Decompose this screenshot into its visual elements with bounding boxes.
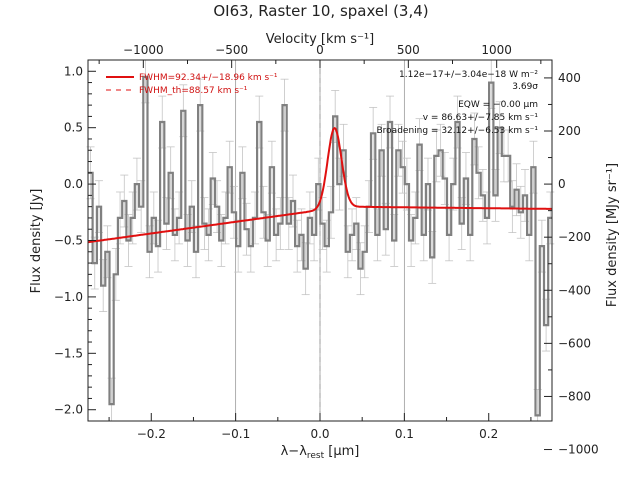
annotation-text: 3.69σ [512,82,538,92]
annotation-text: v = 86.63+/−7.85 km s⁻¹ [423,113,539,123]
x-tick-label: 0.1 [395,427,414,441]
legend: FWHM=92.34+/−18.96 km s⁻¹ FWHM_th=88.57 k… [106,73,278,96]
x-axis-label: λ−λrest [μm] [281,444,360,461]
right-tick-label: 400 [558,71,581,85]
top-tick-label: 0 [316,43,324,57]
top-tick-label: −1000 [123,43,164,57]
right-tick-label: −800 [558,389,591,403]
x-axis-label-unit: [μm] [324,444,359,459]
top-axis-label: Velocity [km s⁻¹] [266,32,374,47]
right-tick-label: 200 [558,124,581,138]
y-tick-label: 0.0 [64,177,83,191]
x-axis-label-sub: rest [307,451,325,461]
right-tick-label: −600 [558,336,591,350]
x-tick-label: 0.0 [310,427,329,441]
x-tick-label: −0.1 [221,427,250,441]
top-tick-label: 500 [397,43,420,57]
x-tick-label: −0.2 [137,427,166,441]
legend-label: FWHM_th=88.57 km s⁻¹ [139,86,248,96]
x-tick-label: 0.2 [479,427,498,441]
right-tick-label: 0 [558,177,566,191]
axes: −0.2 −0.1 0.0 0.1 0.2 −2.0 −1.5 −1.0 −0.5 0.0 0.5 1… [54,43,599,457]
y-axis-label: Flux density [Jy] [29,189,44,294]
fit-line [88,126,552,244]
x-axis-label-main: λ−λ [281,444,308,459]
y-tick-label: −1.0 [54,290,83,304]
top-tick-label: −500 [215,43,248,57]
annotation-text: EQW = −0.00 μm [458,100,538,110]
right-tick-label: −400 [558,283,591,297]
reference-lines [235,60,405,421]
y-tick-label: 1.0 [64,64,83,78]
right-axis-label: Flux density [MJy sr⁻¹] [605,163,620,307]
annotation-text: Broadening = 32.12+/−6.53 km s⁻¹ [377,126,539,136]
right-tick-label: −200 [558,230,591,244]
data-step-line [88,75,552,417]
y-tick-label: −0.5 [54,234,83,248]
chart-title: OI63, Raster 10, spaxel (3,4) [213,2,428,20]
annotation-text: 1.12e−17+/−3.04e−18 W m⁻² [399,70,538,80]
y-tick-label: −2.0 [54,403,83,417]
y-tick-label: −1.5 [54,346,83,360]
right-tick-label: −1000 [558,443,599,457]
top-tick-label: 1000 [481,43,512,57]
data-series [88,75,552,417]
legend-label: FWHM=92.34+/−18.96 km s⁻¹ [139,73,278,83]
annotations: 1.12e−17+/−3.04e−18 W m⁻² 3.69σ EQW = −0.0… [377,70,539,136]
y-tick-label: 0.5 [64,121,83,135]
